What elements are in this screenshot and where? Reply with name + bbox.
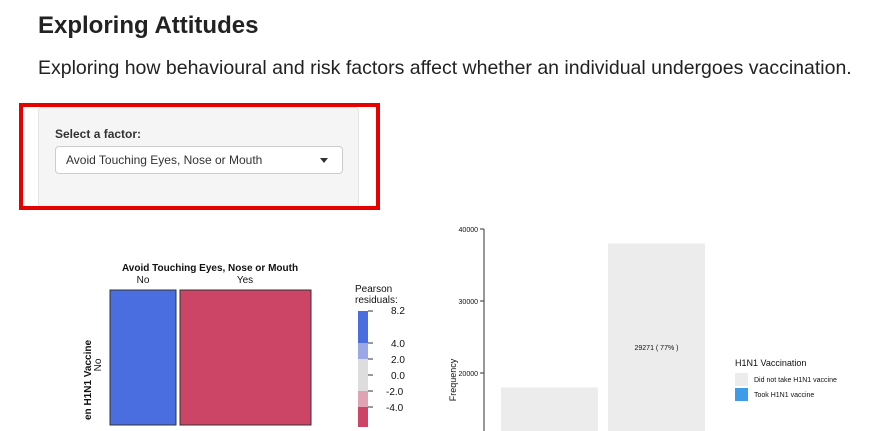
residual-tick-2-0: 2.0 <box>391 355 405 366</box>
legend-swatch-took <box>735 388 748 401</box>
page-subtitle: Exploring how behavioural and risk facto… <box>38 57 852 79</box>
bar-1 <box>501 387 598 431</box>
mosaic-x-label-no: No <box>137 275 150 286</box>
legend-swatch-not-took <box>735 373 748 386</box>
mosaic-chart: Avoid Touching Eyes, Nose or Mouth No Ye… <box>83 263 405 427</box>
bar-y-axis-label: Frequency <box>448 358 458 401</box>
bar-y-tick-label: 20000 <box>459 371 479 378</box>
mosaic-cell-yes <box>179 289 312 426</box>
factor-select[interactable]: Avoid Touching Eyes, Nose or Mouth <box>55 146 343 174</box>
chevron-down-icon[interactable] <box>320 158 328 163</box>
residual-tick-0-0: 0.0 <box>391 371 405 382</box>
legend-label-not-took: Did not take H1N1 vaccine <box>754 377 837 384</box>
mosaic-y-axis-label: en H1N1 Vaccine <box>83 340 94 420</box>
mosaic-x-label-yes: Yes <box>237 275 253 286</box>
residuals-legend-title-1: Pearson <box>355 284 392 295</box>
residuals-color-bar <box>358 311 368 427</box>
residual-tick-neg-4-0: -4.0 <box>386 403 404 414</box>
bar-y-tick-label: 30000 <box>459 299 479 306</box>
mosaic-title: Avoid Touching Eyes, Nose or Mouth <box>122 263 298 274</box>
bar-y-tick-label: 40000 <box>459 227 479 234</box>
factor-select-value: Avoid Touching Eyes, Nose or Mouth <box>66 153 263 167</box>
factor-panel: Select a factor: Avoid Touching Eyes, No… <box>38 107 359 208</box>
vaccination-legend-title: H1N1 Vaccination <box>735 358 806 368</box>
residual-tick-8-2: 8.2 <box>391 306 405 317</box>
page-title: Exploring Attitudes <box>38 12 259 39</box>
bar-2 <box>608 243 705 431</box>
residual-tick-4-0: 4.0 <box>391 339 405 350</box>
factor-select-label: Select a factor: <box>55 127 142 141</box>
bar-2-data-label: 29271 ( 77% ) <box>635 345 679 352</box>
legend-label-took: Took H1N1 vaccine <box>754 392 814 399</box>
residual-tick-neg-2-0: -2.0 <box>386 387 404 398</box>
mosaic-y-label-no: No <box>93 358 104 371</box>
mosaic-cell-no <box>109 289 177 426</box>
residuals-legend-title-2: residuals: <box>355 295 398 306</box>
